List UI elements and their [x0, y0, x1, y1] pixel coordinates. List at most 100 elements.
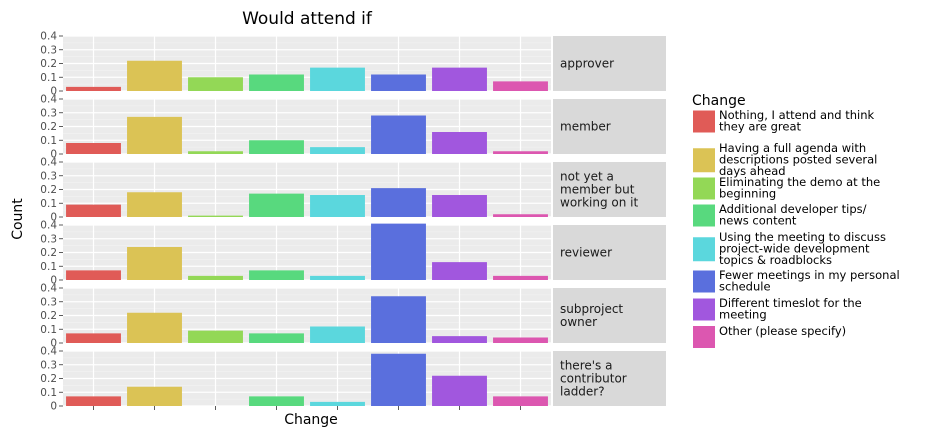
legend-label: days ahead — [719, 164, 786, 178]
bar — [310, 195, 365, 217]
bar — [432, 132, 487, 154]
y-tick-label: 0.1 — [40, 261, 57, 273]
y-tick-label: 0.1 — [40, 387, 57, 399]
legend-label: news content — [719, 214, 797, 228]
legend-swatch — [693, 148, 715, 173]
y-tick-label: 0.3 — [40, 359, 57, 371]
legend-label: beginning — [719, 187, 776, 201]
bar — [371, 74, 426, 91]
y-tick-label: 0 — [50, 212, 57, 224]
legend-title: Change — [692, 93, 746, 109]
facet-label: approver — [560, 57, 614, 71]
bar — [371, 223, 426, 280]
facet-panel: 0 0.1 0.2 0.30.4 reviewer — [40, 220, 666, 287]
bar — [249, 270, 304, 280]
legend-swatch — [693, 110, 715, 133]
legend-label: Different timeslot for the — [719, 296, 862, 310]
y-tick-label: 0 — [50, 275, 57, 287]
facet-strip — [553, 99, 666, 154]
facet-label: member — [560, 120, 611, 134]
facet-panel: 0 0.1 0.2 0.30.4 approver — [40, 31, 666, 98]
chart-title: Would attend if — [242, 9, 373, 29]
bar — [66, 396, 121, 406]
facet-label: reviewer — [560, 246, 612, 260]
y-tick-label: 0 — [50, 149, 57, 161]
legend-swatch — [693, 177, 715, 200]
facet-label: subproject — [560, 302, 623, 316]
legend-label: Nothing, I attend and think — [719, 108, 875, 122]
bar — [188, 275, 243, 280]
bar — [66, 270, 121, 280]
legend-swatch — [693, 204, 715, 227]
y-tick-label: 0.2 — [40, 373, 57, 385]
bar — [310, 147, 365, 154]
y-tick-label: 0.1 — [40, 72, 57, 84]
facet-label: not yet a — [560, 170, 614, 184]
facet-strip — [553, 225, 666, 280]
legend-swatch — [693, 237, 715, 262]
y-tick-label: 0.4 — [40, 31, 57, 43]
bar — [432, 262, 487, 280]
y-tick-label: 0.4 — [40, 157, 57, 169]
bar — [371, 296, 426, 343]
bar — [249, 193, 304, 217]
x-axis-label: Change — [284, 412, 338, 428]
bar — [432, 375, 487, 406]
y-tick-label: 0 — [50, 338, 57, 350]
legend-swatch — [693, 298, 715, 321]
legend-label: meeting — [719, 308, 767, 322]
y-tick-label: 0.2 — [40, 121, 57, 133]
y-tick-label: 0.2 — [40, 247, 57, 259]
facet-label: ladder? — [560, 385, 605, 399]
bar — [249, 396, 304, 406]
bar — [310, 67, 365, 91]
bar — [493, 275, 548, 280]
bar — [127, 312, 182, 343]
legend-label: Having a full agenda with — [719, 141, 866, 155]
bar — [432, 336, 487, 343]
bar — [371, 353, 426, 406]
bar — [66, 333, 121, 343]
y-tick-label: 0.4 — [40, 283, 57, 295]
bar — [493, 396, 548, 406]
bar — [127, 60, 182, 91]
bar — [493, 337, 548, 343]
bar — [371, 115, 426, 154]
y-tick-label: 0.4 — [40, 346, 57, 358]
facet-strip — [553, 288, 666, 343]
y-tick-label: 0.4 — [40, 94, 57, 106]
y-tick-label: 0.3 — [40, 44, 57, 56]
legend-label: Fewer meetings in my personal — [719, 268, 900, 282]
facet-label: working on it — [560, 196, 639, 210]
y-axis-label: Count — [10, 198, 26, 240]
bar — [188, 77, 243, 91]
facet-strip — [553, 351, 666, 406]
legend-label: descriptions posted several — [719, 153, 877, 167]
legend-label: Using the meeting to discuss — [719, 230, 886, 244]
bar — [432, 67, 487, 91]
facet-label: owner — [560, 315, 597, 329]
bar — [127, 247, 182, 280]
facet-label: contributor — [560, 372, 627, 386]
y-tick-label: 0.3 — [40, 107, 57, 119]
bar — [249, 74, 304, 91]
legend-swatch — [693, 270, 715, 293]
y-tick-label: 0 — [50, 401, 57, 413]
legend-swatch — [693, 326, 715, 348]
bar — [310, 326, 365, 343]
facet-strip — [553, 162, 666, 217]
bar — [188, 151, 243, 154]
bar — [493, 214, 548, 217]
y-tick-label: 0.1 — [40, 324, 57, 336]
bar — [66, 86, 121, 91]
bar — [310, 275, 365, 280]
facet-strip — [553, 36, 666, 91]
bar — [371, 188, 426, 217]
y-tick-label: 0.3 — [40, 296, 57, 308]
y-tick-label: 0.4 — [40, 220, 57, 232]
bar — [249, 333, 304, 343]
